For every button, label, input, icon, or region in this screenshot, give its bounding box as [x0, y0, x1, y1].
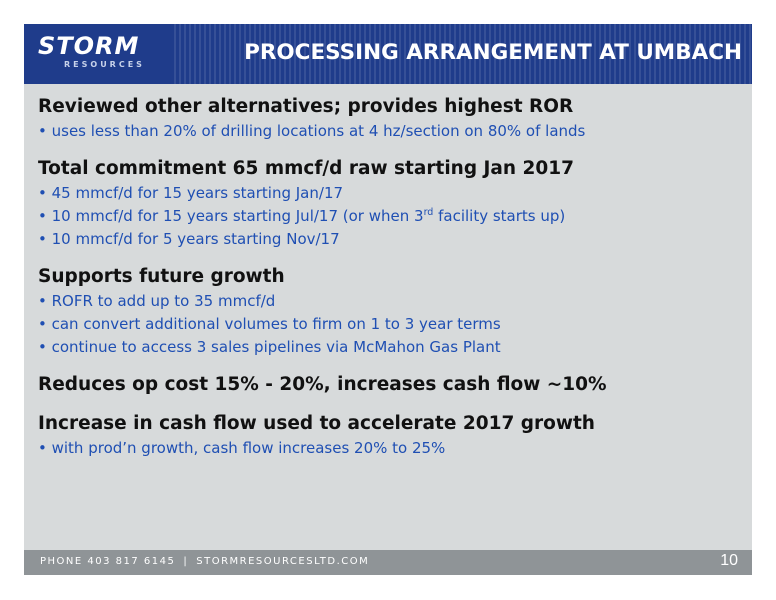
section-growth: Supports future growth • ROFR to add up … [38, 264, 750, 359]
section-op-cost: Reduces op cost 15% - 20%, increases cas… [38, 372, 750, 398]
section-heading: Total commitment 65 mmcf/d raw starting … [38, 158, 574, 179]
section-heading: Supports future growth [38, 266, 285, 287]
slide: STORM RESOURCES PROCESSING ARRANGEMENT A… [24, 24, 752, 575]
section-heading: Increase in cash flow used to accelerate… [38, 413, 595, 434]
bullet-item: • uses less than 20% of drilling locatio… [38, 122, 586, 140]
header-stripes [174, 24, 752, 84]
footer-bar: PHONE 403 817 6145 | STORMRESOURCESLTD.COM… [24, 550, 752, 575]
footer-separator: | [183, 556, 189, 567]
storm-logo: STORM RESOURCES [38, 32, 148, 76]
bullet-text-tail: facility starts up) [433, 207, 566, 225]
logo-text: STORM [38, 32, 140, 60]
bullet-item: • continue to access 3 sales pipelines v… [38, 338, 501, 356]
bullet-item: • 10 mmcf/d for 5 years starting Nov/17 [38, 230, 340, 248]
bullet-item: • 10 mmcf/d for 15 years starting Jul/17… [38, 205, 750, 228]
section-heading: Reviewed other alternatives; provides hi… [38, 96, 574, 117]
logo-subtext: RESOURCES [64, 60, 145, 69]
bullet-item: • can convert additional volumes to firm… [38, 315, 501, 333]
page-number: 10 [720, 552, 738, 569]
section-cash-flow: Increase in cash flow used to accelerate… [38, 411, 750, 460]
section-commitment: Total commitment 65 mmcf/d raw starting … [38, 156, 750, 251]
slide-content: Reviewed other alternatives; provides hi… [38, 94, 750, 460]
footer-phone: PHONE 403 817 6145 [40, 556, 176, 567]
bullet-superscript: rd [423, 207, 434, 218]
section-heading: Reduces op cost 15% - 20%, increases cas… [38, 374, 607, 395]
section-alternatives: Reviewed other alternatives; provides hi… [38, 94, 750, 143]
bullet-item: • 45 mmcf/d for 15 years starting Jan/17 [38, 184, 344, 202]
footer-contact: PHONE 403 817 6145 | STORMRESOURCESLTD.COM [40, 556, 369, 567]
footer-website-link[interactable]: STORMRESOURCESLTD.COM [196, 556, 370, 567]
bullet-item: • ROFR to add up to 35 mmcf/d [38, 292, 276, 310]
bullet-text: • 10 mmcf/d for 15 years starting Jul/17… [38, 207, 424, 225]
header-bar: STORM RESOURCES PROCESSING ARRANGEMENT A… [24, 24, 752, 84]
slide-title: PROCESSING ARRANGEMENT AT UMBACH [244, 40, 742, 65]
bullet-item: • with prod’n growth, cash flow increase… [38, 439, 446, 457]
